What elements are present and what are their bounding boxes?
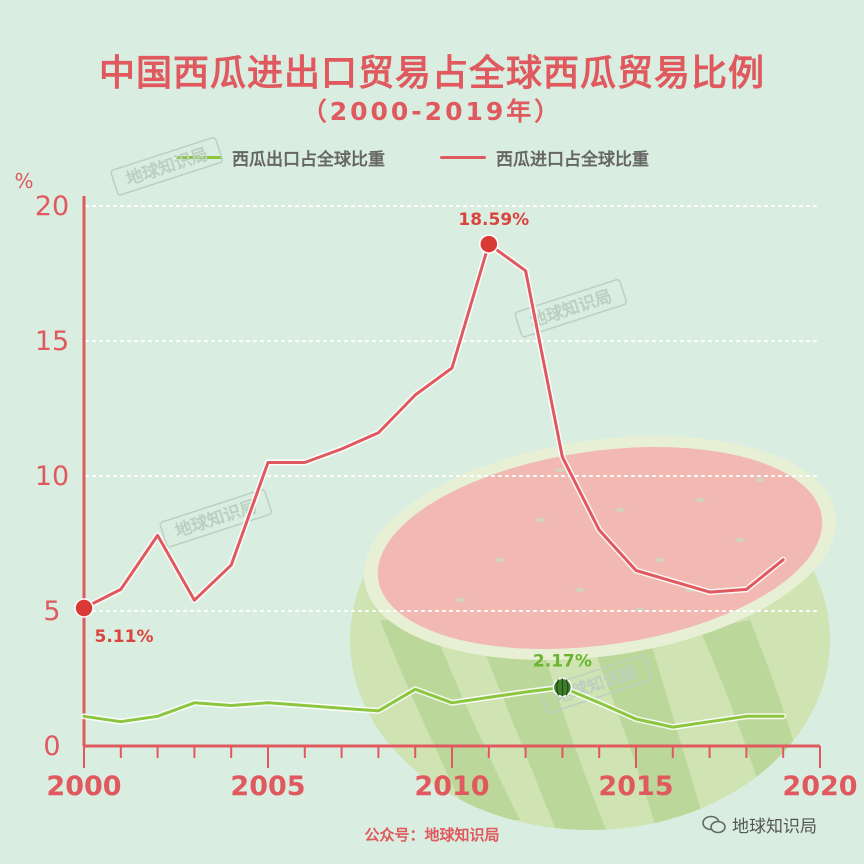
x-tick-label: 2000 [46, 771, 121, 802]
y-tick-label: 0 [43, 731, 60, 762]
watermark-frame [514, 278, 628, 338]
watermark-frame [110, 136, 224, 196]
data-markers [74, 234, 573, 698]
x-tick-label: 2020 [782, 771, 857, 802]
data-label: 2.17% [533, 651, 592, 671]
y-tick-label: 5 [43, 596, 60, 627]
chart-subtitle: （2000-2019年） [301, 97, 563, 126]
axes [82, 196, 821, 768]
export-series-line [82, 685, 785, 729]
watermark-frame [539, 654, 653, 714]
watermelon-marker-stripes [556, 678, 569, 697]
legend-export-label: 西瓜出口占全球比重 [232, 149, 385, 170]
x-tick-label: 2015 [598, 771, 673, 802]
x-tick-label: 2005 [230, 771, 305, 802]
y-axis-unit: % [14, 169, 33, 193]
x-tick-label: 2010 [414, 771, 489, 802]
watermark-text: 地球知识局 [123, 144, 210, 190]
chart-title: 中国西瓜进出口贸易占全球西瓜贸易比例 [98, 53, 765, 94]
data-label: 18.59% [458, 210, 529, 230]
source-credit: 公众号：地球知识局 [364, 826, 500, 844]
legend-import-swatch [440, 155, 486, 159]
gridlines [85, 205, 821, 612]
y-tick-label: 15 [35, 326, 69, 357]
series-lines [81, 241, 787, 731]
tick-labels: 0 5 10 15 20% 2000 2005 2010 2015 2020 [14, 169, 857, 802]
watermark-text: 地球知识局 [527, 286, 614, 332]
wechat-label: 地球知识局 [732, 817, 817, 837]
legend-export-swatch [176, 155, 222, 159]
import-marker [479, 234, 499, 254]
watermelon-illustration [350, 436, 837, 830]
legend-export: 西瓜出口占全球比重 [176, 142, 385, 172]
data-labels: 5.11% 18.59% 2.17% [95, 210, 592, 671]
y-tick-label: 10 [35, 461, 69, 492]
wechat-credit: 地球知识局 [702, 812, 817, 837]
legend-import-label: 西瓜进口占全球比重 [496, 149, 649, 170]
watermark-frame [159, 488, 273, 548]
import-series-line [82, 242, 785, 610]
wechat-icon [702, 815, 726, 835]
data-label: 5.11% [95, 627, 154, 647]
watermark: 地球知识局 [110, 136, 224, 196]
y-tick-label: 20 [35, 191, 69, 222]
import-marker [74, 598, 94, 618]
legend-import: 西瓜进口占全球比重 [440, 142, 649, 172]
